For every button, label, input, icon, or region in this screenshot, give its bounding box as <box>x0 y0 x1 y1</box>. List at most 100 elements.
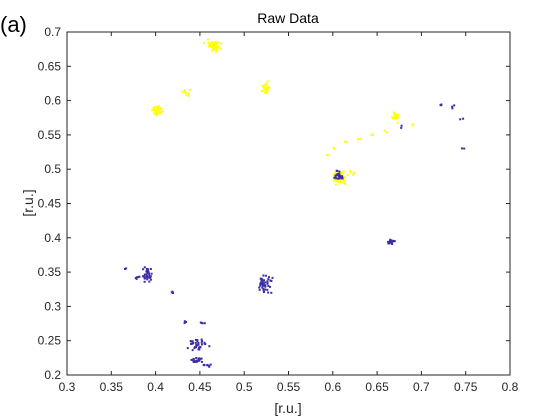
data-point-yellow <box>210 45 213 48</box>
data-point-blue <box>148 280 151 283</box>
data-point-blue <box>335 169 338 172</box>
data-point-yellow <box>395 115 398 118</box>
data-point-blue <box>146 278 149 281</box>
data-point-yellow <box>345 141 348 144</box>
data-point-yellow <box>326 154 329 157</box>
data-point-yellow <box>334 171 337 174</box>
data-point-blue <box>146 274 148 277</box>
data-point-yellow <box>393 111 395 114</box>
data-point-blue <box>148 274 151 277</box>
data-point-yellow <box>263 86 266 89</box>
data-point-blue <box>388 242 391 245</box>
data-point-blue <box>389 238 392 241</box>
data-point-yellow <box>396 121 399 124</box>
data-point-yellow <box>211 49 214 52</box>
data-point-yellow <box>342 176 345 178</box>
data-point-yellow <box>342 178 345 181</box>
data-point-blue <box>183 320 186 323</box>
y-tick-label: 0.5 <box>44 162 61 176</box>
data-point-blue <box>196 339 199 342</box>
data-point-yellow <box>217 46 219 48</box>
data-point-yellow <box>159 110 162 113</box>
data-point-yellow <box>155 109 158 112</box>
data-point-blue <box>196 340 199 343</box>
data-point-yellow <box>213 48 216 51</box>
y-tick-label: 0.7 <box>44 25 61 39</box>
data-point-yellow <box>215 46 218 49</box>
data-point-blue <box>191 340 194 343</box>
data-point-blue <box>200 338 203 341</box>
data-point-yellow <box>266 91 269 94</box>
data-point-blue <box>201 322 204 325</box>
data-point-blue <box>262 283 265 286</box>
x-tick-label: 0.5 <box>236 380 253 394</box>
data-point-yellow <box>353 171 356 174</box>
data-point-yellow <box>371 133 374 136</box>
data-point-blue <box>199 358 202 361</box>
data-point-yellow <box>215 42 218 44</box>
y-tick-label: 0.3 <box>44 299 61 313</box>
data-point-yellow <box>214 45 217 48</box>
y-tick-label: 0.35 <box>38 265 62 279</box>
data-point-blue <box>266 281 269 284</box>
y-axis-ticks: 0.2 0.25 0.3 0.35 0.4 0.45 0.5 0.55 0.6 0.65 0.7 <box>38 25 510 382</box>
data-point-yellow <box>344 183 347 186</box>
data-point-yellow <box>332 146 335 149</box>
data-point-blue <box>260 279 263 282</box>
data-point-blue <box>264 285 267 288</box>
data-point-yellow <box>218 41 221 44</box>
data-point-blue <box>146 269 149 272</box>
data-point-yellow <box>215 40 218 43</box>
data-point-yellow <box>214 44 217 47</box>
data-point-yellow <box>215 48 218 51</box>
data-point-yellow <box>213 45 216 48</box>
data-point-blue <box>336 174 339 176</box>
data-point-blue <box>145 276 148 279</box>
data-point-yellow <box>157 107 160 110</box>
data-point-yellow <box>213 41 216 44</box>
data-point-yellow <box>266 86 269 89</box>
data-point-blue <box>190 358 193 361</box>
x-tick-label: 0.8 <box>502 380 519 394</box>
data-point-blue <box>125 267 128 270</box>
data-point-blue <box>208 345 211 348</box>
data-point-blue <box>192 360 195 363</box>
data-point-yellow <box>383 129 386 132</box>
x-tick-label: 0.45 <box>188 380 212 394</box>
data-point-yellow <box>338 171 340 174</box>
x-tick-label: 0.35 <box>100 380 124 394</box>
y-tick-label: 0.55 <box>38 128 62 142</box>
data-point-blue <box>261 286 264 289</box>
data-point-blue <box>196 360 199 363</box>
data-point-yellow <box>349 171 352 174</box>
data-point-yellow <box>160 108 163 110</box>
data-point-blue <box>263 279 265 282</box>
data-point-blue <box>185 321 187 323</box>
data-point-yellow <box>155 112 158 114</box>
data-point-blue <box>198 348 201 351</box>
data-point-yellow <box>207 45 210 48</box>
y-tick-label: 0.2 <box>44 368 61 382</box>
data-point-blue <box>270 291 273 294</box>
data-point-yellow <box>220 42 223 45</box>
data-point-yellow <box>268 86 271 89</box>
data-point-blue <box>391 243 394 245</box>
data-point-yellow <box>357 138 359 141</box>
data-point-blue <box>258 286 261 289</box>
data-point-blue <box>195 357 198 359</box>
data-point-yellow <box>187 94 190 97</box>
data-point-yellow <box>393 112 396 115</box>
data-point-blue <box>147 276 150 279</box>
panel-label: (a) <box>0 12 27 37</box>
data-point-yellow <box>159 112 162 115</box>
data-point-blue <box>124 268 126 270</box>
data-point-blue <box>258 288 261 291</box>
data-point-blue <box>262 284 265 287</box>
x-tick-label: 0.55 <box>277 380 301 394</box>
data-point-yellow <box>159 107 161 110</box>
data-point-yellow <box>264 90 267 93</box>
data-point-yellow <box>340 180 343 183</box>
data-point-blue <box>463 147 466 150</box>
data-point-yellow <box>411 124 414 127</box>
data-point-yellow <box>260 90 263 93</box>
